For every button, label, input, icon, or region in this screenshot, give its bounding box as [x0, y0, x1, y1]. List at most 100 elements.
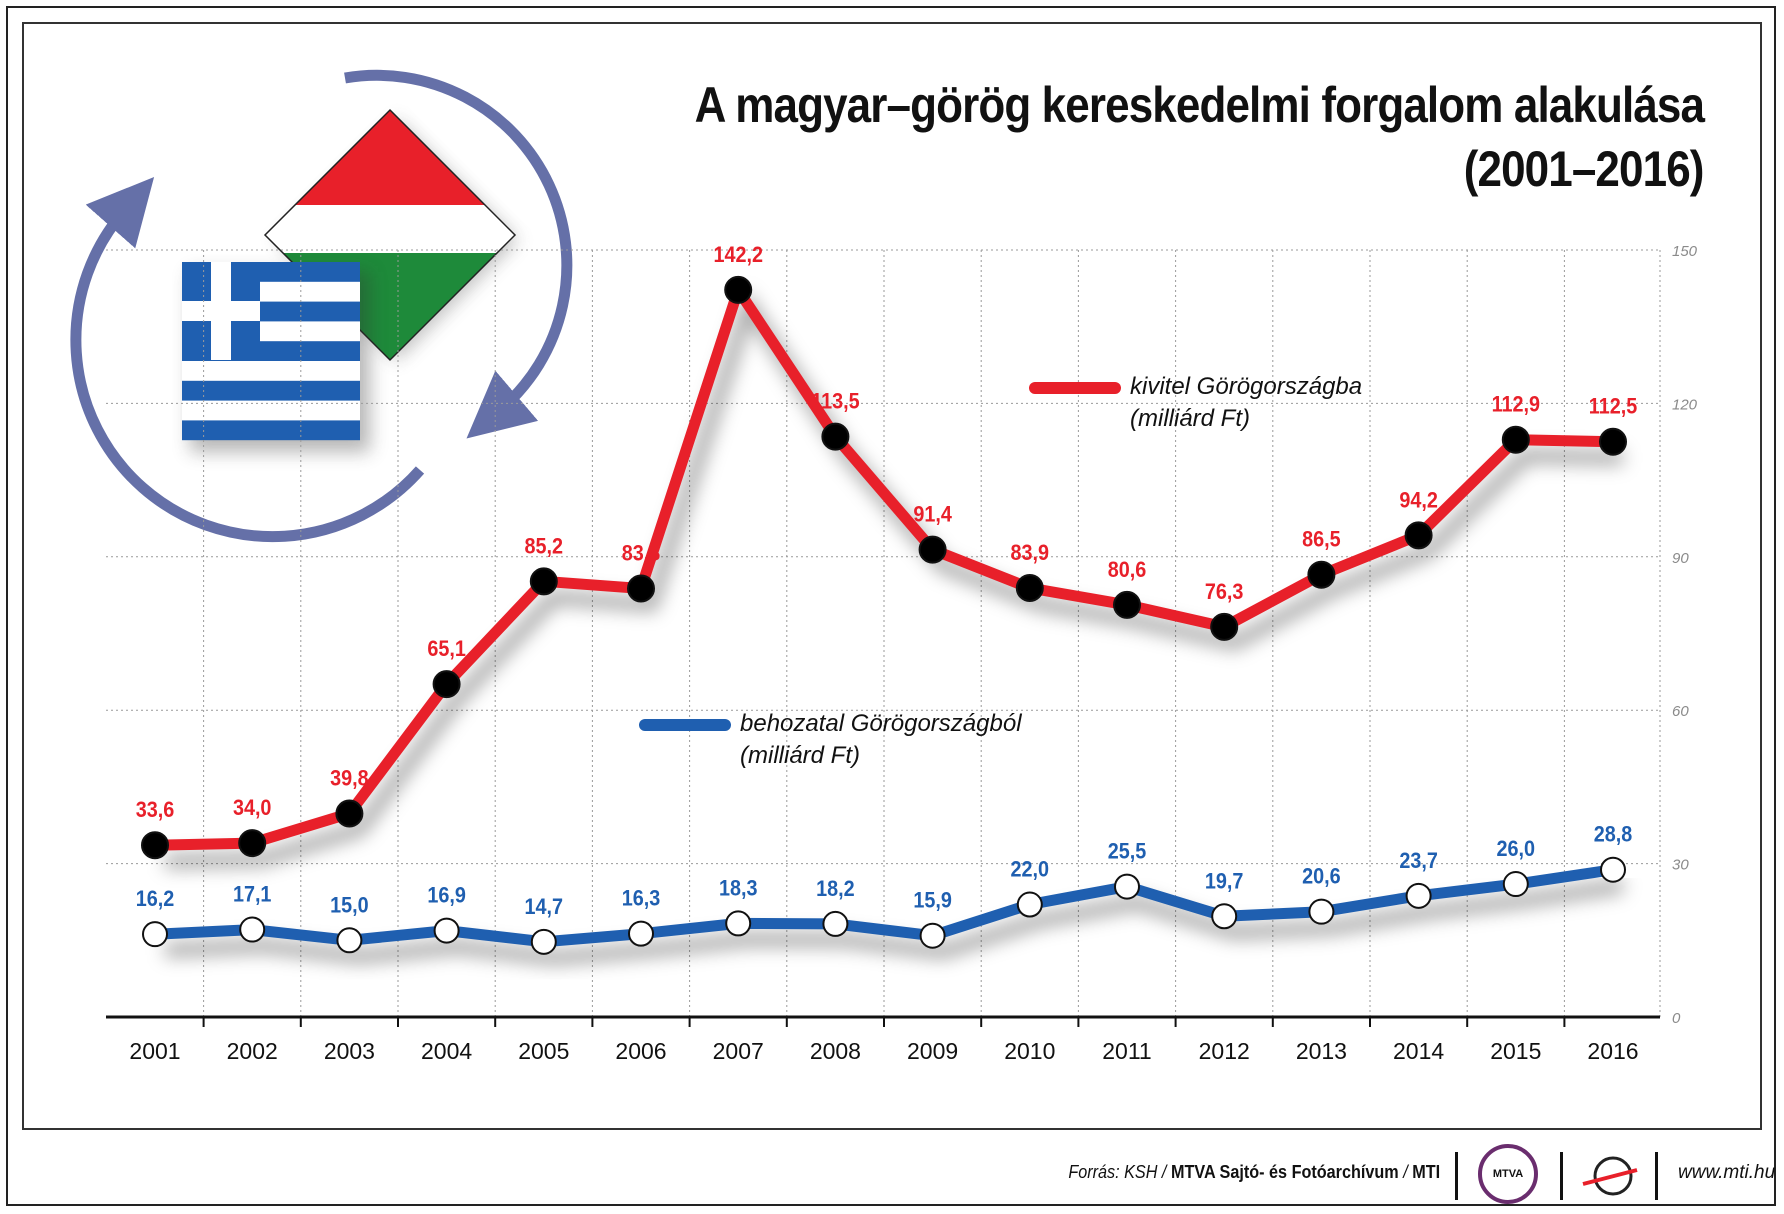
data-label: 65,1 — [427, 637, 466, 661]
greek-flag-icon — [182, 262, 370, 452]
data-label: 17,1 — [233, 883, 272, 907]
footer: Forrás: KSH / MTVA Sajtó- és Fotóarchívu… — [0, 1140, 1784, 1210]
data-label: 76,3 — [1205, 580, 1244, 604]
data-point — [433, 917, 460, 944]
data-label: 91,4 — [913, 503, 952, 527]
y-tick-label: 60 — [1672, 703, 1689, 720]
data-point — [1502, 871, 1529, 898]
data-label: 15,0 — [330, 893, 369, 917]
data-point — [1113, 590, 1141, 619]
data-point — [1210, 612, 1239, 641]
data-point — [1501, 425, 1530, 454]
data-point — [142, 921, 168, 948]
data-point — [1211, 903, 1238, 930]
source-sep: / — [1403, 1162, 1408, 1182]
data-label: 83,9 — [1011, 541, 1050, 565]
series-line — [149, 864, 1619, 948]
data-label: 25,5 — [1108, 840, 1147, 864]
y-tick-label: 30 — [1672, 857, 1689, 874]
chart-title: A magyar–görög kereskedelmi forgalom ala… — [694, 77, 1705, 133]
data-label: 83,8 — [622, 542, 661, 566]
data-label: 113,5 — [811, 390, 860, 414]
website-url: www.mti.hu — [1678, 1162, 1776, 1183]
data-label: 16,3 — [622, 887, 661, 911]
series-line — [149, 284, 1619, 851]
data-point — [1404, 521, 1433, 550]
x-tick-label: 2007 — [713, 1038, 764, 1064]
x-tick-label: 2016 — [1587, 1038, 1638, 1064]
data-point — [1308, 898, 1335, 925]
data-point — [336, 927, 363, 954]
source-mti: MTI — [1412, 1162, 1440, 1182]
legend-unit: (milliárd Ft) — [740, 742, 860, 769]
y-tick-label: 120 — [1672, 396, 1698, 413]
greek-flag-stripe — [182, 420, 360, 441]
data-point — [432, 670, 461, 699]
data-label: 15,9 — [913, 889, 952, 913]
data-point — [1016, 891, 1043, 918]
x-tick-label: 2003 — [324, 1038, 375, 1064]
footer-divider — [1655, 1152, 1658, 1200]
data-label: 18,2 — [816, 877, 855, 901]
series-layer: 33,6 34,0 39,8 65,1 85,2 83,8 142,2 113,5 91,4 83… — [136, 243, 1638, 965]
data-label: 112,9 — [1492, 393, 1540, 417]
data-label: 112,5 — [1589, 395, 1638, 419]
y-tick-label: 150 — [1672, 243, 1698, 260]
source-credit: Forrás: KSH / MTVA Sajtó- és Fotóarchívu… — [1068, 1162, 1440, 1183]
data-label: 16,9 — [427, 884, 466, 908]
outer-frame — [6, 6, 1776, 1206]
legend-label: kivitel Görögországba — [1130, 373, 1362, 400]
data-label: 14,7 — [525, 895, 564, 919]
data-label: 22,0 — [1011, 858, 1050, 882]
data-label: 86,5 — [1302, 528, 1341, 552]
data-point — [1405, 882, 1432, 909]
series-shadow — [164, 289, 1624, 869]
data-point — [530, 928, 557, 955]
x-tick-label: 2001 — [129, 1038, 180, 1064]
x-tick-label: 2012 — [1199, 1038, 1250, 1064]
greek-flag-stripe — [182, 380, 360, 401]
data-point — [335, 799, 364, 828]
data-label: 94,2 — [1399, 488, 1438, 512]
data-label: 33,6 — [136, 798, 175, 822]
data-label: 18,3 — [719, 877, 758, 901]
x-tick-label: 2014 — [1393, 1038, 1444, 1064]
data-label: 20,6 — [1302, 865, 1341, 889]
source-prefix: Forrás: KSH / — [1068, 1162, 1167, 1182]
x-tick-label: 2010 — [1004, 1038, 1055, 1064]
y-tick-label: 0 — [1672, 1010, 1681, 1027]
legend: kivitel Görögországba (milliárd Ft) behoza… — [639, 373, 1362, 769]
data-label: 80,6 — [1108, 558, 1147, 582]
data-point — [1015, 573, 1044, 602]
data-point — [1307, 560, 1336, 589]
data-label: 39,8 — [330, 767, 369, 791]
footer-divider — [1560, 1152, 1563, 1200]
data-point — [628, 920, 654, 947]
data-point — [919, 922, 946, 949]
data-label: 23,7 — [1399, 849, 1438, 873]
x-tick-label: 2006 — [615, 1038, 666, 1064]
data-label: 85,2 — [525, 534, 564, 558]
data-point — [141, 831, 169, 860]
footer-divider — [1455, 1152, 1458, 1200]
data-point — [239, 916, 266, 943]
data-point — [238, 829, 267, 858]
data-point — [1114, 873, 1140, 900]
circular-arrows-icon — [70, 69, 573, 543]
data-point — [724, 275, 753, 304]
data-point — [1599, 427, 1627, 456]
mti-logo-icon — [1582, 1156, 1638, 1196]
data-point — [725, 910, 752, 937]
data-label: 28,8 — [1594, 823, 1633, 847]
series-shadow — [164, 878, 1625, 965]
data-label: 142,2 — [713, 243, 763, 267]
x-tick-label: 2015 — [1490, 1038, 1541, 1064]
data-label: 34,0 — [233, 796, 272, 820]
mtva-logo: MTVA — [1478, 1144, 1538, 1204]
data-point — [1600, 856, 1626, 883]
x-tick-label: 2004 — [421, 1038, 472, 1064]
data-label: 19,7 — [1205, 869, 1244, 893]
x-tick-label: 2011 — [1102, 1038, 1151, 1064]
data-point — [627, 574, 655, 603]
